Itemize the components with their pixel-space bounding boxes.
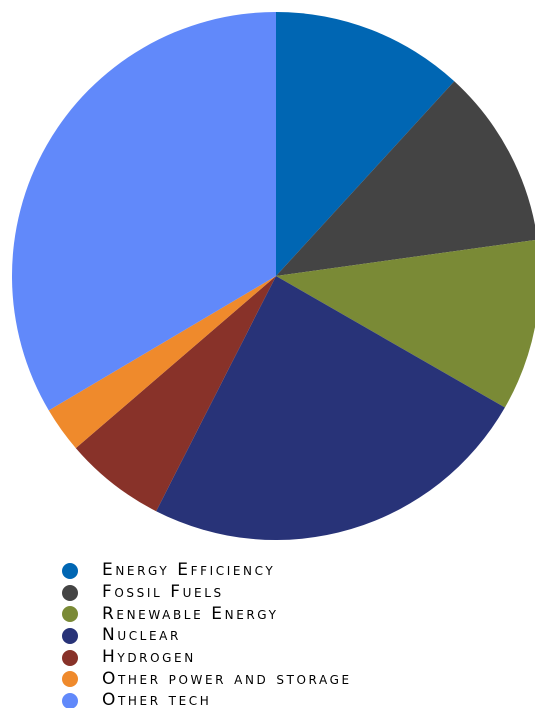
pie-slice-hydrogen	[75, 276, 276, 512]
legend-label-renewable-energy: Renewable Energy	[102, 603, 279, 624]
legend-swatch-other-tech	[62, 692, 78, 708]
legend-item-other-power-and-storage: Other power and storage	[62, 668, 522, 690]
legend: Energy Efficiency Fossil Fuels Renewable…	[62, 560, 522, 708]
legend-swatch-nuclear	[62, 627, 78, 644]
pie-slice-renewable-energy	[276, 239, 535, 408]
legend-swatch-renewable-energy	[62, 606, 78, 623]
legend-item-energy-efficiency: Energy Efficiency	[62, 560, 522, 582]
pie-slice-energy-efficiency	[276, 12, 455, 276]
legend-label-hydrogen: Hydrogen	[102, 647, 196, 668]
legend-label-fossil-fuels: Fossil Fuels	[102, 582, 224, 603]
legend-swatch-fossil-fuels	[62, 584, 78, 601]
legend-swatch-other-power-and-storage	[62, 671, 78, 688]
pie-slice-fossil-fuels	[276, 81, 535, 276]
legend-item-other-tech: Other tech	[62, 690, 522, 708]
legend-swatch-energy-efficiency	[62, 562, 78, 579]
legend-label-other-tech: Other tech	[102, 690, 212, 708]
legend-swatch-hydrogen	[62, 649, 78, 666]
legend-label-other-power-and-storage: Other power and storage	[102, 668, 352, 689]
legend-item-renewable-energy: Renewable Energy	[62, 603, 522, 625]
legend-label-energy-efficiency: Energy Efficiency	[102, 560, 276, 581]
legend-item-fossil-fuels: Fossil Fuels	[62, 582, 522, 604]
pie-slice-other-tech	[11, 11, 276, 411]
legend-label-nuclear: Nuclear	[102, 625, 181, 646]
pie-slice-other-power-and-storage	[48, 276, 277, 449]
legend-item-hydrogen: Hydrogen	[62, 647, 522, 669]
legend-item-nuclear: Nuclear	[62, 625, 522, 647]
pie-slice-nuclear	[156, 276, 505, 541]
